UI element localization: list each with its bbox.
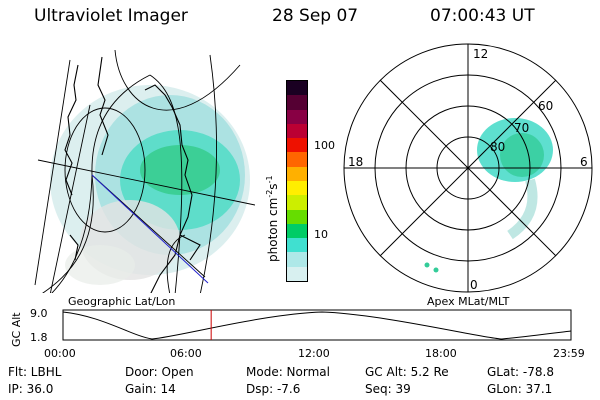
alt-ymin: 1.8 [30, 331, 48, 344]
colorbar-tick-100: 100 [314, 139, 335, 152]
colorbar-tick-10: 10 [314, 228, 328, 241]
colorbar-segment [287, 209, 307, 224]
info-gc-alt: GC Alt: 5.2 Re [365, 365, 449, 379]
lat-label-60: 60 [538, 99, 553, 113]
info-filter: Flt: LBHL [8, 365, 62, 379]
mlt-label-12: 12 [473, 47, 488, 61]
polar-panel-label: Apex MLat/MLT [427, 295, 510, 308]
altitude-curve [62, 311, 572, 340]
alt-ylabel: GC Alt [10, 312, 23, 347]
geographic-map [34, 49, 255, 293]
colorbar-segment [287, 152, 307, 167]
time-label: 07:00:43 UT [430, 6, 535, 26]
colorbar-segment [287, 166, 307, 182]
colorbar-segment [287, 195, 307, 210]
info-dsp: Dsp: -7.6 [246, 382, 301, 396]
geo-panel-label: Geographic Lat/Lon [68, 295, 176, 308]
mlt-label-18: 18 [348, 155, 363, 169]
info-door: Door: Open [125, 365, 194, 379]
lat-label-70: 70 [514, 121, 529, 135]
colorbar-segment [287, 252, 307, 267]
colorbar-segment [287, 123, 307, 139]
colorbar-label-exp1: -2 [265, 189, 274, 198]
info-glon: GLon: 37.1 [487, 382, 553, 396]
info-glat: GLat: -78.8 [487, 365, 554, 379]
colorbar-segment [287, 81, 307, 96]
colorbar-segment [287, 95, 307, 110]
alt-xtick-4: 23:59 [553, 347, 585, 360]
colorbar-segment [287, 109, 307, 124]
colorbar-segment [287, 138, 307, 153]
colorbar-label-text: photon cm [266, 197, 280, 262]
colorbar-segment [287, 266, 307, 281]
mlt-label-0: 0 [470, 278, 478, 292]
mlt-label-6: 6 [580, 155, 588, 169]
lat-label-80: 80 [490, 140, 505, 154]
instrument-title: Ultraviolet Imager [34, 6, 188, 26]
alt-xtick-2: 12:00 [298, 347, 330, 360]
info-gain: Gain: 14 [125, 382, 176, 396]
colorbar [286, 80, 308, 282]
info-mode: Mode: Normal [246, 365, 330, 379]
date-label: 28 Sep 07 [272, 6, 359, 26]
polar-plot: 12 18 6 0 60 70 80 [343, 43, 593, 293]
colorbar-label-exp2: -1 [265, 175, 274, 184]
alt-xtick-1: 06:00 [170, 347, 202, 360]
alt-xtick-0: 00:00 [44, 347, 76, 360]
info-ip: IP: 36.0 [8, 382, 54, 396]
altitude-plot [62, 309, 572, 341]
alt-xtick-3: 18:00 [425, 347, 457, 360]
alt-ymax: 9.0 [30, 307, 48, 320]
colorbar-segment [287, 223, 307, 239]
colorbar-segment [287, 181, 307, 196]
colorbar-label-s: s [266, 183, 280, 190]
colorbar-label: photon cm-2s-1 [265, 175, 280, 262]
colorbar-segment [287, 238, 307, 253]
info-seq: Seq: 39 [365, 382, 411, 396]
